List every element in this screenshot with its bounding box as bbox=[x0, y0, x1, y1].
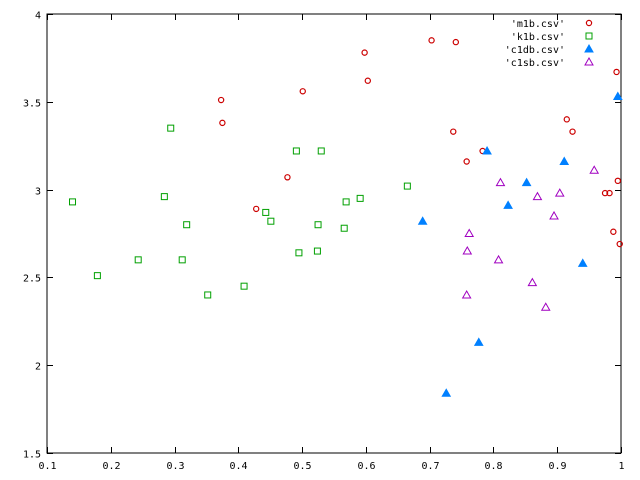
data-point bbox=[521, 177, 532, 187]
data-point bbox=[160, 193, 168, 201]
y-tick-label: 3 bbox=[35, 187, 41, 198]
data-point bbox=[217, 96, 225, 104]
data-point bbox=[495, 177, 506, 187]
data-point bbox=[589, 165, 600, 174]
data-point bbox=[610, 228, 617, 235]
series-0 bbox=[217, 37, 623, 248]
data-point bbox=[532, 191, 543, 201]
data-point bbox=[240, 282, 248, 290]
x-tick-label: 0.2 bbox=[102, 461, 120, 472]
data-point bbox=[464, 228, 475, 237]
x-tick-label: 0.3 bbox=[166, 461, 184, 472]
data-point bbox=[342, 198, 350, 206]
data-point bbox=[299, 88, 306, 95]
data-point bbox=[450, 128, 457, 135]
data-point bbox=[559, 156, 570, 166]
legend-marker bbox=[584, 56, 594, 66]
data-point bbox=[340, 224, 348, 232]
data-point bbox=[441, 388, 452, 397]
x-tick-label: 0.7 bbox=[421, 461, 439, 472]
data-point bbox=[356, 194, 364, 202]
data-point bbox=[403, 182, 411, 190]
x-tick-label: 1 bbox=[618, 461, 624, 472]
data-point bbox=[462, 246, 473, 255]
data-point bbox=[569, 128, 576, 135]
data-point bbox=[503, 200, 513, 209]
data-point bbox=[178, 256, 186, 264]
data-point bbox=[493, 254, 504, 264]
data-point bbox=[613, 68, 620, 76]
data-point bbox=[614, 177, 622, 185]
data-point bbox=[167, 124, 175, 132]
data-point bbox=[295, 249, 303, 257]
legend-label: 'c1sb.csv' bbox=[505, 58, 565, 69]
y-tick-label: 3.5 bbox=[23, 99, 41, 110]
data-point bbox=[461, 289, 472, 299]
data-point bbox=[616, 240, 623, 248]
data-point bbox=[314, 221, 322, 229]
data-point bbox=[69, 198, 77, 206]
data-point bbox=[134, 256, 142, 264]
x-tick-label: 0.1 bbox=[38, 461, 56, 472]
x-tick-label: 0.8 bbox=[484, 461, 502, 472]
data-point bbox=[577, 258, 588, 267]
legend-label: 'c1db.csv' bbox=[505, 45, 565, 56]
y-tick-label: 2 bbox=[35, 362, 41, 373]
data-point bbox=[417, 216, 428, 225]
y-tick-label: 4 bbox=[35, 11, 41, 22]
data-point bbox=[554, 188, 565, 197]
data-point bbox=[473, 337, 484, 346]
data-point bbox=[563, 116, 570, 123]
data-point bbox=[428, 37, 435, 44]
data-point bbox=[606, 189, 613, 197]
x-tick-label: 0.5 bbox=[293, 461, 311, 472]
series-2 bbox=[417, 91, 623, 397]
data-point bbox=[612, 91, 623, 101]
legend-label: 'k1b.csv' bbox=[511, 32, 565, 43]
x-tick-label: 0.4 bbox=[229, 461, 247, 472]
x-tick-label: 0.6 bbox=[357, 461, 375, 472]
data-point bbox=[262, 208, 270, 216]
data-point bbox=[292, 147, 300, 155]
data-point bbox=[364, 77, 372, 84]
data-point bbox=[252, 205, 260, 213]
data-point bbox=[527, 277, 538, 287]
data-point bbox=[361, 49, 368, 56]
plot-frame bbox=[46, 13, 622, 454]
data-points bbox=[69, 37, 623, 397]
y-tick-label: 1.5 bbox=[23, 450, 41, 461]
data-point bbox=[452, 38, 460, 46]
data-point bbox=[313, 247, 321, 255]
series-1 bbox=[69, 124, 411, 299]
data-point bbox=[540, 302, 551, 311]
legend-marker bbox=[585, 32, 593, 40]
y-tick-label: 2.5 bbox=[23, 274, 41, 285]
legend-label: 'm1b.csv' bbox=[511, 19, 565, 30]
data-point bbox=[549, 210, 559, 220]
data-point bbox=[183, 221, 191, 229]
data-point bbox=[482, 145, 492, 155]
data-point bbox=[219, 119, 226, 127]
x-tick-label: 0.9 bbox=[548, 461, 566, 472]
data-point bbox=[317, 147, 325, 155]
legend-marker bbox=[585, 19, 593, 27]
series-3 bbox=[461, 165, 600, 311]
legend: 'm1b.csv' 'k1b.csv' 'c1db.csv' 'c1sb.csv' bbox=[505, 19, 594, 69]
legend-marker bbox=[584, 43, 594, 53]
data-point bbox=[463, 158, 470, 165]
axes: 0.1 0.2 0.3 0.4 0.5 0.6 0.7 0.8 0.9 1 1.5 2 2.5 3 3.5 4 bbox=[23, 11, 625, 473]
data-point bbox=[267, 217, 275, 225]
data-point bbox=[284, 174, 291, 181]
data-point bbox=[204, 291, 212, 299]
data-point bbox=[601, 189, 609, 197]
data-point bbox=[93, 272, 101, 280]
